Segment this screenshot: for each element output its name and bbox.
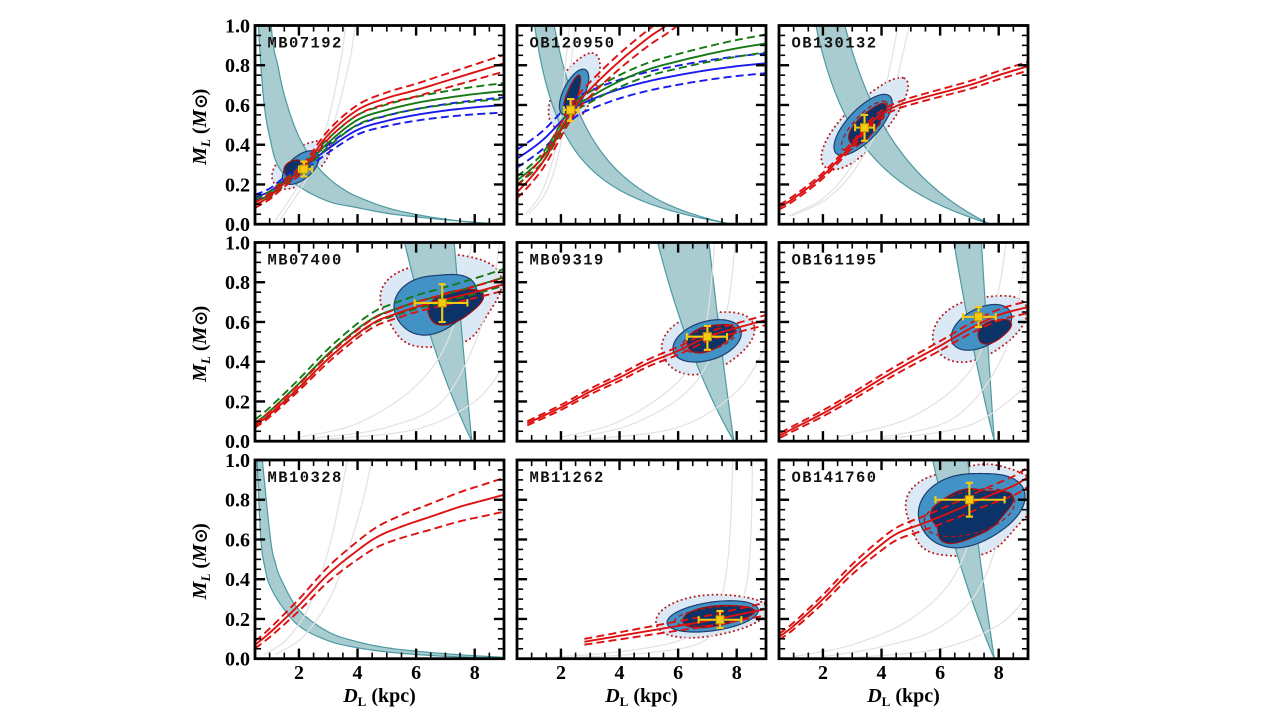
svg-text:0.8: 0.8 (225, 490, 250, 512)
svg-text:DL (kpc): DL (kpc) (866, 685, 940, 709)
svg-text:2: 2 (294, 662, 304, 684)
svg-text:1.0: 1.0 (225, 15, 250, 37)
svg-text:1.0: 1.0 (225, 450, 250, 472)
svg-text:0.0: 0.0 (225, 214, 250, 236)
svg-text:8: 8 (470, 662, 480, 684)
svg-text:0.6: 0.6 (225, 312, 250, 334)
svg-text:0.6: 0.6 (225, 529, 250, 551)
svg-text:8: 8 (994, 662, 1004, 684)
svg-text:6: 6 (673, 662, 683, 684)
svg-text:0.2: 0.2 (225, 391, 250, 413)
svg-text:MB07400: MB07400 (268, 252, 343, 270)
svg-text:0.2: 0.2 (225, 174, 250, 196)
svg-text:4: 4 (615, 662, 625, 684)
svg-text:6: 6 (935, 662, 945, 684)
svg-text:6: 6 (411, 662, 421, 684)
svg-text:0.6: 0.6 (225, 95, 250, 117)
svg-text:OB120950: OB120950 (530, 35, 616, 53)
svg-text:DL (kpc): DL (kpc) (604, 685, 678, 709)
svg-text:MB07192: MB07192 (268, 35, 343, 53)
svg-text:4: 4 (877, 662, 887, 684)
svg-text:0.4: 0.4 (225, 135, 250, 157)
svg-text:ML (M: ML (M (189, 325, 213, 382)
svg-text:OB130132: OB130132 (792, 35, 878, 53)
svg-text:8: 8 (732, 662, 742, 684)
svg-text:0.0: 0.0 (225, 649, 250, 671)
svg-text:MB09319: MB09319 (530, 252, 605, 270)
svg-text:2: 2 (556, 662, 566, 684)
svg-text:MB10328: MB10328 (268, 469, 343, 487)
svg-text:1.0: 1.0 (225, 232, 250, 254)
svg-text:OB161195: OB161195 (792, 252, 878, 270)
svg-text:): ) (189, 89, 211, 96)
svg-text:4: 4 (353, 662, 363, 684)
svg-text:MB11262: MB11262 (530, 469, 605, 487)
svg-text:0.8: 0.8 (225, 272, 250, 294)
svg-text:): ) (189, 306, 211, 313)
svg-text:0.0: 0.0 (225, 431, 250, 453)
svg-text:0.2: 0.2 (225, 609, 250, 631)
svg-text:ML (M: ML (M (189, 543, 213, 600)
svg-text:ML (M: ML (M (189, 108, 213, 165)
svg-text:0.8: 0.8 (225, 55, 250, 77)
svg-text:): ) (189, 523, 211, 530)
svg-text:0.4: 0.4 (225, 352, 250, 374)
svg-text:2: 2 (818, 662, 828, 684)
svg-text:DL (kpc): DL (kpc) (342, 685, 416, 709)
svg-text:0.4: 0.4 (225, 569, 250, 591)
svg-text:OB141760: OB141760 (792, 469, 878, 487)
